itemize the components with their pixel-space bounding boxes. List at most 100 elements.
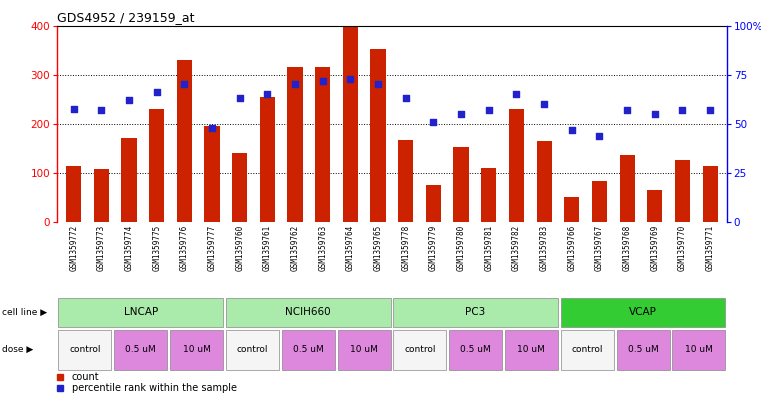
Bar — [702, 165, 718, 222]
Point — [372, 81, 384, 88]
Point — [482, 107, 495, 113]
Point — [511, 91, 523, 97]
Bar — [505, 330, 558, 370]
Text: PC3: PC3 — [466, 307, 486, 318]
Text: GSM1359765: GSM1359765 — [374, 224, 383, 270]
Text: LNCAP: LNCAP — [123, 307, 158, 318]
Point — [151, 89, 163, 95]
Text: dose ▶: dose ▶ — [2, 345, 33, 354]
Text: 0.5 uM: 0.5 uM — [628, 345, 658, 354]
Bar — [226, 330, 279, 370]
Point — [621, 107, 633, 113]
Point — [594, 132, 606, 139]
Bar — [481, 168, 496, 222]
Point — [68, 106, 80, 112]
Text: GSM1359761: GSM1359761 — [263, 224, 272, 270]
Bar — [170, 330, 223, 370]
Point — [206, 125, 218, 131]
Text: GSM1359764: GSM1359764 — [346, 224, 355, 270]
Point — [344, 75, 356, 82]
Bar — [114, 330, 167, 370]
Text: cell line ▶: cell line ▶ — [2, 308, 46, 317]
Point — [648, 111, 661, 117]
Text: GSM1359777: GSM1359777 — [208, 224, 217, 270]
Bar — [398, 140, 413, 222]
Point — [234, 95, 246, 101]
Bar — [673, 330, 725, 370]
Text: GSM1359773: GSM1359773 — [97, 224, 106, 270]
Text: GSM1359762: GSM1359762 — [291, 224, 300, 270]
Text: GSM1359769: GSM1359769 — [651, 224, 659, 270]
Bar — [122, 138, 137, 222]
Point — [400, 95, 412, 101]
Bar — [94, 169, 109, 222]
Point — [317, 77, 329, 84]
Text: 0.5 uM: 0.5 uM — [460, 345, 491, 354]
Bar — [449, 330, 502, 370]
Bar — [675, 160, 690, 222]
Text: NCIH660: NCIH660 — [285, 307, 331, 318]
Bar — [337, 330, 390, 370]
Bar — [592, 181, 607, 222]
Text: GSM1359766: GSM1359766 — [567, 224, 576, 270]
Text: count: count — [72, 372, 100, 382]
Text: GSM1359760: GSM1359760 — [235, 224, 244, 270]
Bar — [537, 141, 552, 222]
Text: GSM1359781: GSM1359781 — [484, 224, 493, 270]
Bar — [454, 147, 469, 222]
Bar — [616, 330, 670, 370]
Text: GSM1359780: GSM1359780 — [457, 224, 466, 270]
Text: VCAP: VCAP — [629, 307, 657, 318]
Text: 10 uM: 10 uM — [350, 345, 378, 354]
Point — [178, 81, 190, 88]
Text: percentile rank within the sample: percentile rank within the sample — [72, 383, 237, 393]
Text: control: control — [572, 345, 603, 354]
Text: control: control — [237, 345, 268, 354]
Text: GSM1359774: GSM1359774 — [125, 224, 133, 270]
Text: control: control — [69, 345, 100, 354]
Text: GSM1359768: GSM1359768 — [622, 224, 632, 270]
Point — [538, 101, 550, 107]
Text: 10 uM: 10 uM — [685, 345, 713, 354]
Point — [95, 107, 107, 113]
Bar — [232, 153, 247, 222]
Text: GSM1359767: GSM1359767 — [595, 224, 604, 270]
Bar — [393, 330, 446, 370]
Bar — [342, 26, 358, 222]
Bar — [205, 126, 220, 222]
Text: GSM1359771: GSM1359771 — [705, 224, 715, 270]
Text: GSM1359770: GSM1359770 — [678, 224, 687, 270]
Bar — [315, 67, 330, 222]
Text: 0.5 uM: 0.5 uM — [126, 345, 156, 354]
Text: 0.5 uM: 0.5 uM — [293, 345, 323, 354]
Bar — [564, 197, 579, 222]
Text: GSM1359783: GSM1359783 — [540, 224, 549, 270]
Text: GSM1359778: GSM1359778 — [401, 224, 410, 270]
Bar — [509, 109, 524, 222]
Bar — [260, 97, 275, 222]
Text: GSM1359775: GSM1359775 — [152, 224, 161, 270]
Bar — [177, 60, 192, 222]
Bar — [371, 49, 386, 222]
Point — [428, 119, 440, 125]
Text: control: control — [404, 345, 435, 354]
Bar — [59, 330, 111, 370]
Bar — [619, 155, 635, 222]
Bar — [226, 298, 390, 327]
Point — [261, 91, 273, 97]
Bar — [59, 298, 223, 327]
Bar — [393, 298, 558, 327]
Point — [704, 107, 716, 113]
Text: GSM1359779: GSM1359779 — [429, 224, 438, 270]
Text: 10 uM: 10 uM — [517, 345, 546, 354]
Bar — [647, 190, 662, 222]
Bar — [66, 165, 81, 222]
Bar — [149, 109, 164, 222]
Point — [289, 81, 301, 88]
Text: GSM1359772: GSM1359772 — [69, 224, 78, 270]
Bar — [282, 330, 335, 370]
Point — [565, 127, 578, 133]
Bar — [288, 67, 303, 222]
Text: GSM1359776: GSM1359776 — [180, 224, 189, 270]
Text: GSM1359763: GSM1359763 — [318, 224, 327, 270]
